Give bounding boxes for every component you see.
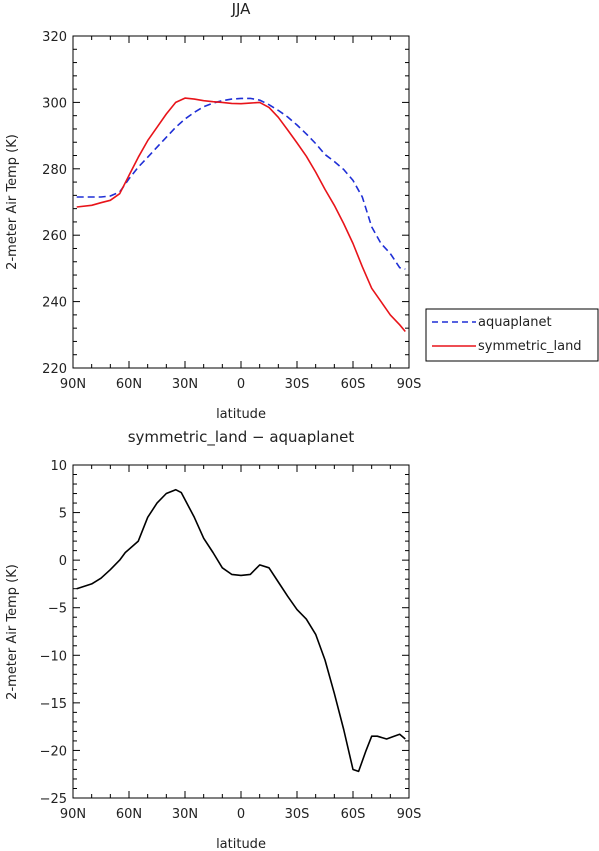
series-line-difference — [76, 488, 406, 773]
y-tick-label: 280 — [42, 163, 67, 178]
y-tick-label: 300 — [42, 96, 67, 111]
x-tick-label: 60S — [341, 807, 366, 822]
x-tick-label: 30S — [285, 807, 310, 822]
top-y-axis-title: 2-meter Air Temp (K) — [5, 134, 20, 270]
bottom-series-group — [76, 488, 406, 773]
top-series-group — [76, 97, 406, 333]
y-tick-label: 10 — [50, 459, 67, 474]
series-line-symmetric-land — [76, 97, 406, 333]
x-tick-label: 0 — [237, 807, 245, 822]
top-ticks: 90N 60N 30N 0 30S 60S 90S 220 240 260 280 300 320 — [42, 30, 421, 392]
top-chart-panel: JJA 90N 60N 30N 0 30S 60S 90S 220 240 260 280 300 32… — [5, 0, 599, 422]
series-line-aquaplanet — [76, 97, 406, 270]
x-tick-label: 60N — [116, 807, 142, 822]
top-plot-frame — [72, 35, 410, 369]
y-tick-label: −5 — [48, 602, 67, 617]
x-tick-label: 90N — [60, 807, 86, 822]
x-tick-label: 60S — [341, 377, 366, 392]
x-tick-label: 30N — [172, 377, 198, 392]
y-tick-label: −15 — [40, 697, 67, 712]
x-tick-label: 30S — [285, 377, 310, 392]
x-tick-label: 90N — [60, 377, 86, 392]
y-tick-label: −10 — [40, 649, 67, 664]
y-tick-label: 5 — [59, 507, 67, 522]
x-tick-label: 30N — [172, 807, 198, 822]
bottom-chart-title: symmetric_land − aquaplanet — [128, 428, 355, 447]
bottom-plot-frame — [72, 464, 410, 799]
y-tick-label: 320 — [42, 30, 67, 45]
x-tick-label: 60N — [116, 377, 142, 392]
bottom-ticks: 90N 60N 30N 0 30S 60S 90S −25 −20 −15 −10 −5 0 5 10 — [40, 459, 422, 822]
y-tick-label: 0 — [59, 554, 67, 569]
y-tick-label: 260 — [42, 229, 67, 244]
y-tick-label: 240 — [42, 296, 67, 311]
legend-box — [425, 308, 599, 362]
y-tick-label: −25 — [40, 792, 67, 807]
legend-label-symmetric-land: symmetric_land — [478, 339, 582, 354]
y-tick-label: −20 — [40, 744, 67, 759]
bottom-x-axis-title: latitude — [216, 837, 266, 851]
legend: aquaplanet symmetric_land — [425, 308, 599, 362]
x-tick-label: 90S — [397, 807, 422, 822]
top-x-axis-title: latitude — [216, 407, 266, 422]
x-tick-label: 90S — [397, 377, 422, 392]
x-tick-label: 0 — [237, 377, 245, 392]
bottom-chart-panel: symmetric_land − aquaplanet 90N 60N 30N 0 30… — [5, 428, 421, 851]
y-tick-label: 220 — [42, 362, 67, 377]
bottom-y-axis-title: 2-meter Air Temp (K) — [5, 564, 20, 700]
top-chart-title: JJA — [231, 0, 252, 18]
legend-label-aquaplanet: aquaplanet — [478, 315, 552, 330]
